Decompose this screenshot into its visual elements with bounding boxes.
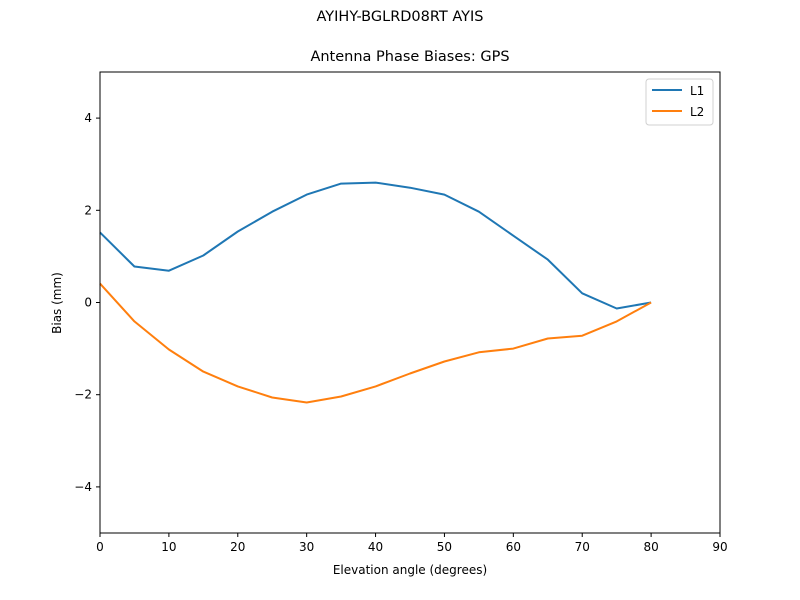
plot-frame — [99, 71, 721, 534]
x-tick-label: 50 — [437, 540, 452, 554]
y-tick-label: −2 — [74, 388, 92, 402]
x-tick-label: 90 — [712, 540, 727, 554]
x-tick-label: 70 — [575, 540, 590, 554]
y-tick-label: 2 — [84, 203, 92, 217]
x-tick-label: 20 — [230, 540, 245, 554]
y-tick-label: 4 — [84, 111, 92, 125]
legend-label-l2: L2 — [690, 105, 704, 119]
x-tick-label: 30 — [299, 540, 314, 554]
y-axis-label: Bias (mm) — [50, 272, 64, 334]
y-axis: −4 −2 0 2 4 — [74, 111, 100, 494]
x-axis-label: Elevation angle (degrees) — [333, 563, 487, 577]
y-tick-label: 0 — [84, 296, 92, 310]
series-line-l2 — [99, 282, 652, 404]
x-tick-label: 40 — [368, 540, 383, 554]
chart-title: Antenna Phase Biases: GPS — [310, 49, 510, 65]
y-tick-label: −4 — [74, 480, 92, 494]
x-tick-label: 10 — [161, 540, 176, 554]
legend: L1 L2 — [645, 78, 714, 126]
x-tick-label: 80 — [643, 540, 658, 554]
x-tick-label: 0 — [96, 540, 104, 554]
plot-lines — [99, 181, 652, 404]
series-line-l1 — [99, 181, 652, 310]
x-axis: 0 10 20 30 40 50 60 70 80 90 — [96, 533, 728, 554]
figure-suptitle: AYIHY-BGLRD08RT AYIS — [316, 9, 484, 25]
x-tick-label: 60 — [506, 540, 521, 554]
legend-label-l1: L1 — [690, 84, 704, 98]
